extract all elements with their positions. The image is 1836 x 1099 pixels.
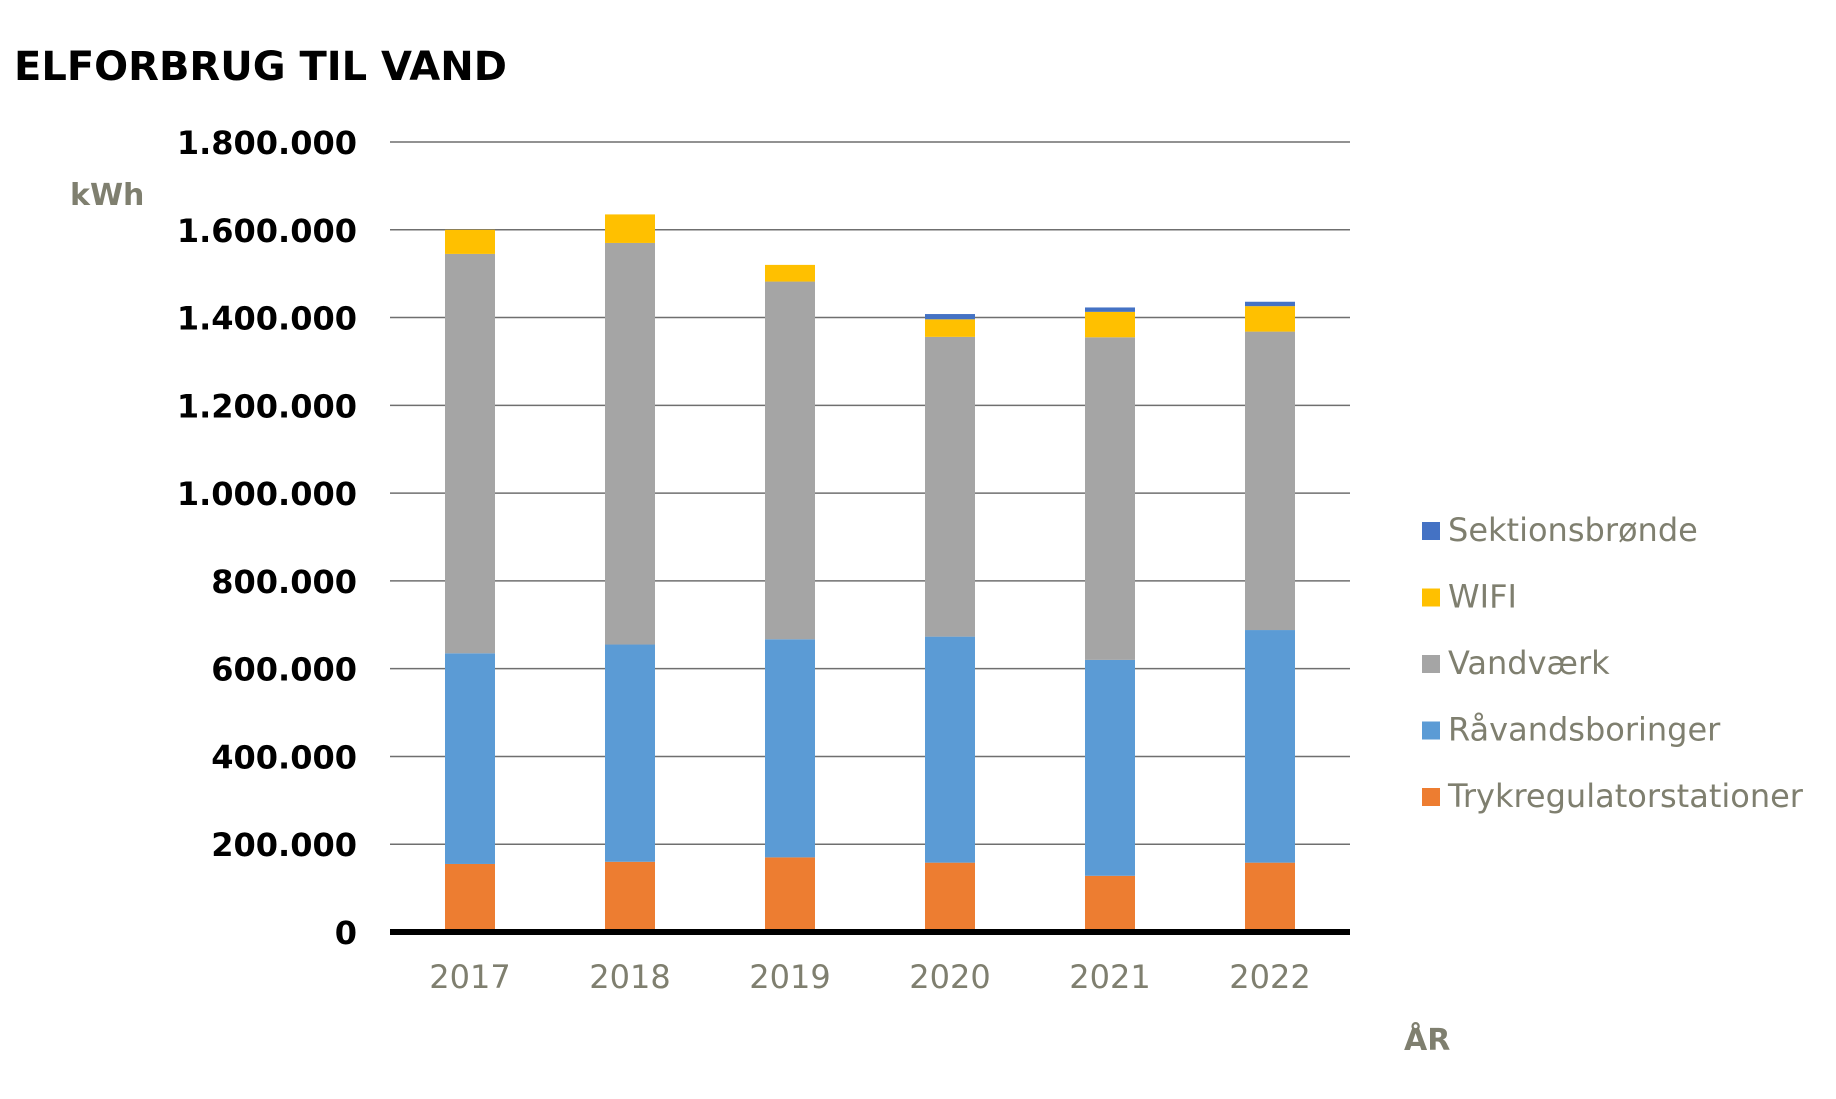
bar-segment [445,229,495,254]
bar-segment [1085,875,1135,932]
bar-segment [445,653,495,864]
legend-label: Råvandsboringer [1448,711,1721,749]
legend-swatch [1422,522,1440,540]
bar-segment [1085,337,1135,660]
y-tick-label: 1.600.000 [177,212,357,250]
x-tick-label: 2022 [1229,958,1310,996]
x-tick-label: 2017 [429,958,510,996]
y-tick-label: 1.200.000 [177,387,357,425]
legend-label: Trykregulatorstationer [1447,777,1804,815]
bar-segment [445,863,495,932]
bar-segment [605,214,655,243]
y-tick-label: 600.000 [211,651,357,689]
y-tick-label: 800.000 [211,563,357,601]
legend-swatch [1422,788,1440,806]
x-tick-label: 2018 [589,958,670,996]
bar-segment [765,264,815,282]
chart-title: ELFORBRUG TIL VAND [14,44,507,90]
legend-label: Sektionsbrønde [1448,511,1698,549]
x-tick-label: 2019 [749,958,830,996]
y-tick-label: 0 [335,914,357,952]
bar-segment [765,639,815,858]
bar-segment [1245,862,1295,932]
bar-segment [445,253,495,654]
bar-segment [1245,306,1295,332]
bar-segment [1245,301,1295,307]
bar-segment [925,636,975,863]
x-tick-label: 2020 [909,958,990,996]
bar-segment [1245,630,1295,863]
x-tick-label: 2021 [1069,958,1150,996]
legend-label: Vandværk [1448,644,1610,682]
bar-segment [605,242,655,645]
bar-segment [925,314,975,320]
y-tick-label: 1.000.000 [177,475,357,513]
y-tick-label: 200.000 [211,826,357,864]
gridlines [390,141,1350,845]
bar-segment [605,644,655,862]
x-axis-ticks: 2017 2018 2019 2020 2021 2022 [429,958,1310,996]
bar-segment [605,861,655,932]
bar-segment [1085,307,1135,312]
bar-segment [925,319,975,337]
legend-swatch [1422,721,1440,740]
y-tick-label: 1.400.000 [177,300,357,338]
y-axis-label: kWh [70,178,144,213]
y-tick-label: 400.000 [211,738,357,776]
legend-swatch [1422,655,1440,673]
bar-segment [765,281,815,640]
x-axis-label: ÅR [1404,1021,1450,1058]
y-axis-ticks: 0 200.000 400.000 600.000 800.000 1.000.000 1.… [177,124,357,952]
bar-segment [925,336,975,637]
legend: Sektionsbrønde WIFI Vandværk Råvandsboringe… [1422,511,1804,815]
bars [445,214,1295,932]
bar-segment [1085,311,1135,338]
bar-segment [1085,659,1135,876]
legend-label: WIFI [1448,578,1517,616]
y-tick-label: 1.800.000 [177,124,357,162]
legend-swatch [1422,588,1440,607]
bar-segment [1245,331,1295,631]
bar-segment [925,862,975,932]
bar-segment [765,857,815,932]
